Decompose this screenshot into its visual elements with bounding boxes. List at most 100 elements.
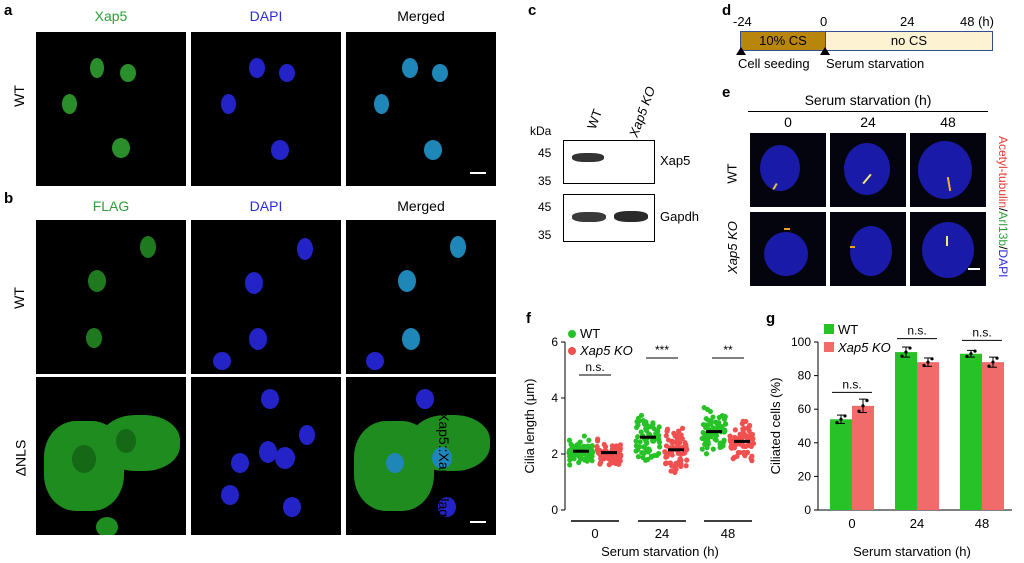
f-point [635,454,642,460]
f-point [720,443,726,449]
g-point [991,360,995,364]
tick-0: 0 [820,14,828,29]
blot-gapdh [563,194,655,242]
g-y-tick-label: 80 [798,369,812,383]
panel-e-time-24: 24 [860,114,876,130]
f-point [657,444,663,450]
f-point [742,443,749,450]
f-point [656,439,663,445]
f-point [633,438,639,444]
g-point [843,414,847,418]
g-legend-wt-marker [824,324,834,334]
f-point [664,426,671,432]
f-y-tick-label: 6 [551,335,558,349]
f-point [740,428,746,435]
f-point [589,443,595,449]
panel-b-dnls-merged-image [346,377,496,535]
f-point [585,443,591,449]
f-point [635,434,641,440]
panel-e-time-48: 48 [940,114,956,130]
panel-e-ko-24h-image [830,212,906,286]
f-point [703,451,710,457]
panel-b-wt-flag-image [36,220,186,374]
f-point [735,449,741,456]
g-y-tick-label: 20 [798,469,812,483]
f-point [567,457,573,463]
f-point [708,418,714,424]
phase-10cs: 10% CS [740,31,826,51]
panel-e-header: Serum starvation (h) [804,92,932,108]
f-point [635,446,641,453]
f-point [639,450,645,456]
tick-minus24: -24 [733,14,752,29]
f-point [677,456,683,462]
f-point [710,414,716,420]
f-point [702,431,708,438]
panel-b-channel-dapi: DAPI [249,198,283,214]
panel-e-row-wt: WT [724,163,740,184]
g-x-tick-label: 24 [910,516,924,531]
f-point [597,461,603,467]
f-point [716,414,722,421]
g-bar [917,362,939,510]
tick-24: 24 [900,14,915,29]
f-point [643,438,649,444]
f-point [663,433,669,439]
f-point [638,429,644,435]
f-point [643,426,649,432]
f-point [594,438,601,444]
blot1-marker-35: 35 [538,174,552,188]
f-point [679,425,686,431]
f-point [684,447,690,453]
f-point [648,454,655,460]
f-sig-label: *** [655,343,669,357]
f-point [617,452,623,458]
scale-bar [968,268,980,270]
panel-e-wt-24h-image [830,133,906,207]
panel-b-channel-merged: Merged [397,198,445,214]
f-point [671,464,678,470]
f-point [675,428,682,434]
f-point [731,441,737,447]
g-legend-wt: WT [838,322,858,337]
lane-ko-label: Xap5 KO [626,84,659,140]
f-point [732,427,738,433]
side-dapi: DAPI [996,249,1010,278]
g-point [926,360,930,364]
f-point [664,453,670,460]
f-point [636,418,642,424]
panel-a-channel-merged: Merged [397,8,445,24]
f-point [568,452,574,459]
f-point [676,460,682,466]
panel-a-channel-dapi: DAPI [249,8,283,24]
panel-b-wt-dapi-image [191,220,341,374]
f-point [605,456,612,462]
f-sig-label: ** [723,343,733,357]
f-point [581,443,587,449]
f-point [611,456,618,462]
event-starvation: Serum starvation [826,56,925,71]
f-point [684,457,690,463]
g-legend-ko: Xap5 KO [837,340,891,355]
f-point [750,436,756,442]
scale-bar [470,521,486,523]
g-bar [830,419,852,510]
panel-b-row-dnls: ΔNLS [12,439,29,477]
f-point [656,450,662,457]
f-point [641,421,648,427]
g-y-tick-label: 100 [791,335,811,349]
f-point [681,450,687,456]
f-point [749,458,755,464]
g-point [922,363,926,368]
blot2-marker-35: 35 [538,228,552,242]
f-point [575,444,581,450]
f-point [710,446,716,452]
f-ylabel: Cilia length (μm) [522,379,537,474]
f-point [721,437,727,443]
blot-xap5 [563,140,655,184]
f-point [643,447,649,454]
g-point [835,421,839,425]
f-point [650,438,657,444]
g-bar [895,352,917,510]
